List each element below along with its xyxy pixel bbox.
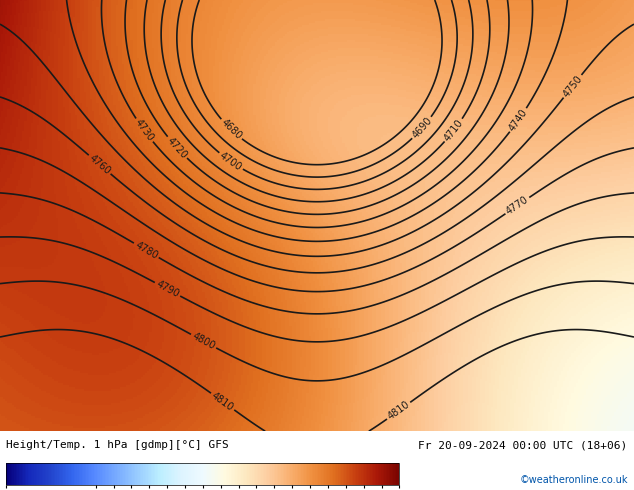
Text: Height/Temp. 1 hPa [gdmp][°C] GFS: Height/Temp. 1 hPa [gdmp][°C] GFS bbox=[6, 440, 229, 450]
Text: 4680: 4680 bbox=[219, 118, 243, 142]
Text: 4770: 4770 bbox=[504, 195, 531, 217]
Text: 4710: 4710 bbox=[443, 118, 465, 143]
Text: 4740: 4740 bbox=[507, 107, 529, 133]
Text: 4750: 4750 bbox=[561, 74, 584, 99]
Text: 4810: 4810 bbox=[210, 391, 235, 413]
Text: 4700: 4700 bbox=[218, 150, 243, 172]
Text: 4720: 4720 bbox=[165, 135, 189, 160]
Text: 4690: 4690 bbox=[410, 116, 434, 141]
Text: 4780: 4780 bbox=[133, 240, 160, 261]
Text: 4790: 4790 bbox=[154, 279, 181, 299]
Text: Fr 20-09-2024 00:00 UTC (18+06): Fr 20-09-2024 00:00 UTC (18+06) bbox=[418, 440, 628, 450]
Text: 4810: 4810 bbox=[385, 399, 411, 422]
Text: 4760: 4760 bbox=[87, 153, 112, 176]
Text: ©weatheronline.co.uk: ©weatheronline.co.uk bbox=[519, 475, 628, 485]
Text: 4730: 4730 bbox=[133, 118, 155, 143]
Text: 4800: 4800 bbox=[190, 331, 217, 351]
